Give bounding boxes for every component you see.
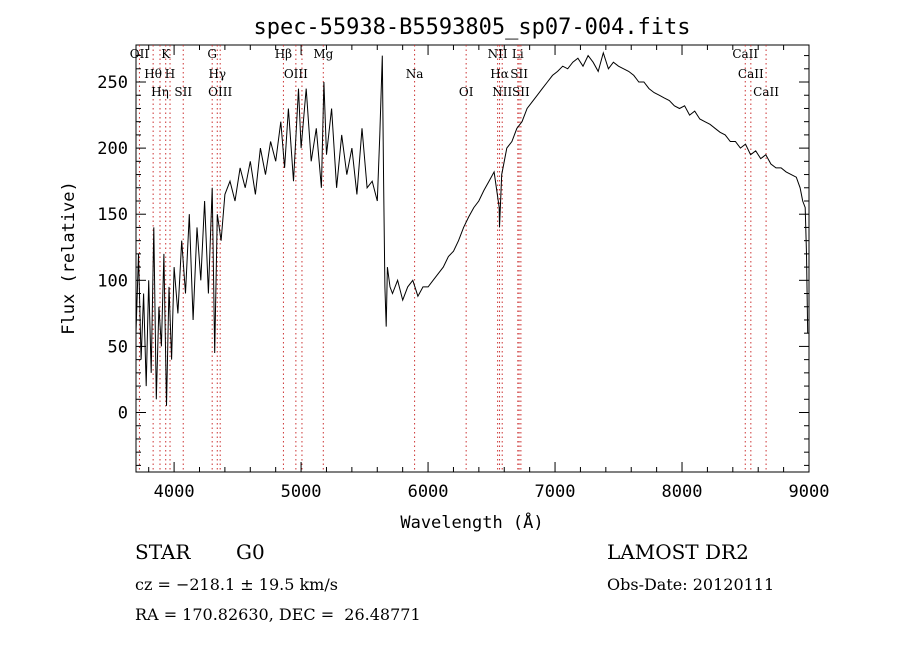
spectrum-line [135,51,809,406]
line-marker-label: Li [512,47,524,61]
line-marker-label: OIII [284,67,308,81]
y-tick-label: 100 [97,271,128,291]
object-subclass: G0 [236,540,265,564]
line-marker-label: K [161,47,171,61]
sky-coordinates: RA = 170.82630, DEC = 26.48771 [135,605,421,624]
y-tick-label: 250 [97,73,128,93]
x-tick-label: 7000 [535,482,576,502]
line-marker-label: Hβ [275,47,292,61]
x-tick-label: 9000 [789,482,830,502]
line-marker-label: SII [510,67,528,81]
line-marker-label: OII [130,47,150,61]
y-axis-ticks: 0 50 100 150 200 250 [97,55,809,466]
line-marker-label: SII [174,85,192,99]
line-marker-label: OIII [208,85,232,99]
spectral-line-labels: OII Hθ Hη KH SII G Hγ OIII Hβ OIII Mg Na OI NII Hα NII L… [130,47,779,99]
object-class: STAR [135,540,191,564]
x-axis-label: Wavelength (Å) [400,511,543,533]
x-tick-label: 5000 [281,482,322,502]
y-tick-label: 0 [118,404,128,424]
chart-title: spec-55938-B5593805_sp07-004.fits [253,15,690,40]
line-marker-label: NII [488,47,508,61]
line-marker-label: Hα [490,67,509,81]
line-marker-label: G [207,47,217,61]
observation-date: Obs-Date: 20120111 [607,575,775,594]
y-tick-label: 150 [97,205,128,225]
y-axis-label: Flux (relative) [59,181,79,335]
line-marker-label: Mg [313,47,333,61]
line-marker-label: CaII [732,47,758,61]
x-tick-label: 6000 [408,482,449,502]
survey-name: LAMOST DR2 [607,540,749,564]
line-marker-label: H [165,67,175,81]
x-axis-ticks: 4000 5000 6000 7000 8000 9000 [148,45,830,502]
line-marker-label: Na [406,67,424,81]
x-tick-label: 4000 [154,482,195,502]
line-marker-label: Hγ [208,67,226,81]
plot-frame [135,44,810,473]
line-marker-label: CaII [738,67,764,81]
line-marker-label: CaII [753,85,779,99]
line-marker-label: Hη [151,85,169,99]
line-marker-label: SII [512,85,530,99]
line-marker-label: OI [459,85,474,99]
x-tick-label: 8000 [662,482,703,502]
line-marker-label: Hθ [144,67,162,81]
y-tick-label: 200 [97,139,128,159]
redshift-velocity: cz = −218.1 ± 19.5 km/s [135,575,338,594]
y-tick-label: 50 [108,337,128,357]
line-marker-label: NII [492,85,512,99]
spectral-line-markers [138,45,767,472]
